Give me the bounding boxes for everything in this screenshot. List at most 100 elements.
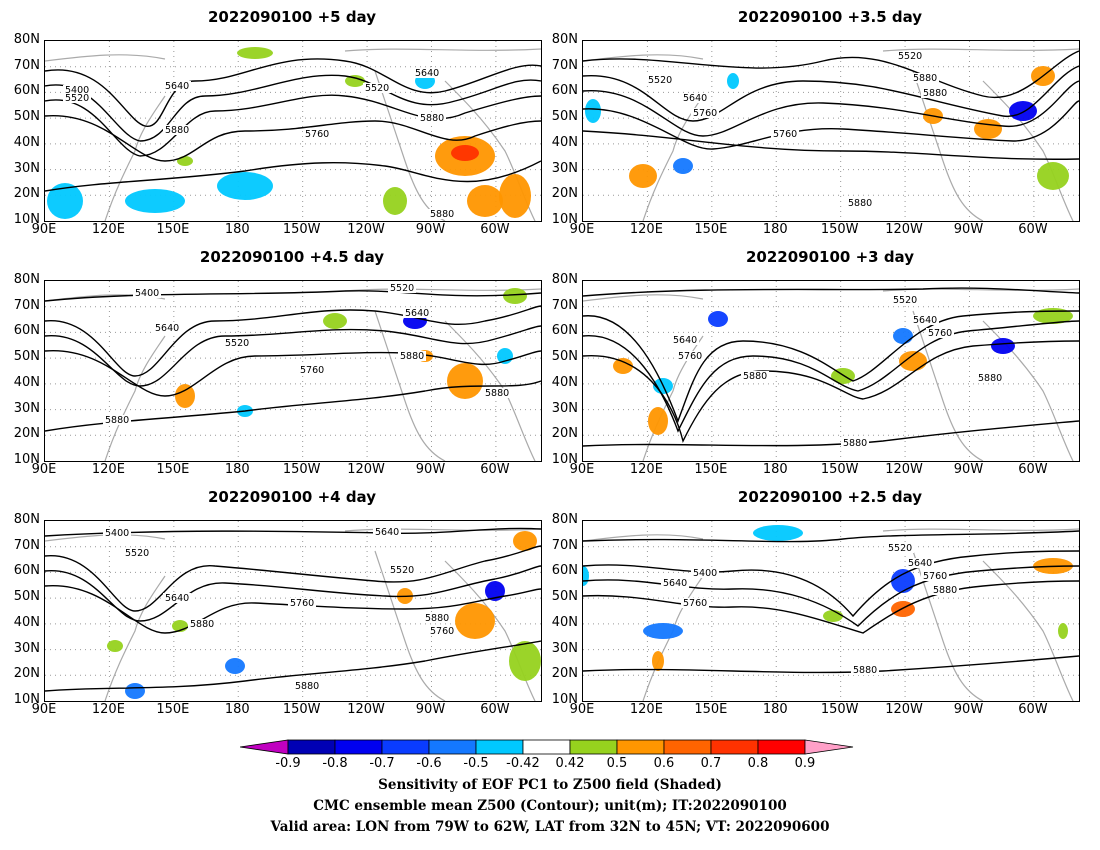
sensitivity-shading <box>225 658 245 674</box>
panel-title: 2022090100 +4 day <box>208 488 376 506</box>
y-tick-label: 20N <box>13 666 40 682</box>
sensitivity-shading <box>503 288 527 304</box>
coastline <box>45 48 541 221</box>
x-tick-label: 150W <box>282 702 321 717</box>
z500-contour <box>583 580 1079 634</box>
contour-label: 5520 <box>648 75 672 86</box>
y-tick-label: 30N <box>551 640 578 656</box>
x-tick-label: 180 <box>762 702 788 717</box>
sensitivity-shading <box>237 47 273 59</box>
y-tick-label: 50N <box>13 589 40 605</box>
x-tick-label: 150E <box>694 702 728 717</box>
colorbar-label: 0.7 <box>700 756 722 771</box>
contour-label: 5760 <box>290 598 314 609</box>
contour-label-bg <box>293 681 321 691</box>
contour-label: 5880 <box>843 438 867 449</box>
z500-contour <box>45 58 541 127</box>
z500-contour <box>45 325 541 387</box>
contour-label-bg <box>163 81 191 91</box>
contour-label: 5880 <box>485 388 509 399</box>
y-tick-label: 10N <box>551 692 578 707</box>
contour-label-bg <box>413 68 441 78</box>
sensitivity-shading <box>823 610 843 622</box>
z500-contour <box>583 550 1079 618</box>
contour-label-bg <box>163 125 191 135</box>
contour-label: 5640 <box>165 593 189 604</box>
sensitivity-shading <box>1009 101 1037 121</box>
contour-label-bg <box>403 308 431 318</box>
contour-label: 5640 <box>673 335 697 346</box>
x-tick-label: 120E <box>91 462 125 477</box>
colorbar-swatch <box>334 739 383 755</box>
colorbar-label: 0.5 <box>606 756 628 771</box>
contour-label-bg <box>398 351 426 361</box>
sensitivity-shading <box>467 185 503 217</box>
contour-label-bg <box>891 295 919 305</box>
contour-label-bg <box>691 568 719 578</box>
panel-title: 2022090100 +3.5 day <box>737 8 923 26</box>
contour-label: 5880 <box>848 198 872 209</box>
y-tick-label: 20N <box>551 186 578 202</box>
sensitivity-shading <box>447 363 483 399</box>
sensitivity-shading <box>899 351 927 371</box>
contour-label-bg <box>911 73 939 83</box>
sensitivity-shading <box>451 145 479 161</box>
colorbar-label: -0.7 <box>369 756 395 771</box>
contour-label: 5760 <box>678 351 702 362</box>
x-tick-label: 90W <box>415 222 446 237</box>
x-tick-label: 90E <box>31 222 57 237</box>
x-tick-label: 180 <box>762 462 788 477</box>
z500-contour <box>583 50 1079 99</box>
contour-label-bg <box>681 598 709 608</box>
contour-label-bg <box>886 543 914 553</box>
contour-label-bg <box>846 198 874 208</box>
contour-label: 5640 <box>375 527 399 538</box>
map-svg: 5400 5640 5520 5760 5520 5640 5880 5880 5880 <box>45 281 541 461</box>
colorbar-label: 0.6 <box>653 756 675 771</box>
contour-label: 5760 <box>300 365 324 376</box>
contour-label-bg <box>423 613 451 623</box>
colorbar-swatch <box>663 739 712 755</box>
contour-label-bg <box>896 51 924 61</box>
colorbar-swatch <box>569 739 618 755</box>
contour-label-bg <box>388 565 416 575</box>
contour-label: 5760 <box>928 328 952 339</box>
y-tick-label: 40N <box>551 374 578 390</box>
z500-contour <box>45 545 541 612</box>
x-tick-label: 60W <box>480 462 510 477</box>
contour-label-bg <box>646 75 674 85</box>
contour-label-bg <box>921 571 949 581</box>
contour-label: 5880 <box>420 113 444 124</box>
caption-line-2: CMC ensemble mean Z500 (Contour); unit(m… <box>313 798 787 814</box>
contour-label-bg <box>676 351 704 361</box>
colorbar-swatch <box>710 739 759 755</box>
colorbar-label: 0.42 <box>555 756 585 771</box>
z500-contour <box>45 74 541 142</box>
z500-contour <box>583 310 1079 423</box>
colorbar-label: -0.5 <box>463 756 489 771</box>
contour-label: 5880 <box>743 371 767 382</box>
colorbar-label: -0.9 <box>275 756 301 771</box>
z500-contour <box>583 320 1079 433</box>
contour-label: 5640 <box>415 68 439 79</box>
map-plot-area: 5400 5520 5640 5760 5880 5640 5520 5760 5880 5880 <box>44 520 542 702</box>
y-tick-label: 80N <box>551 272 578 287</box>
x-tick-label: 60W <box>1018 222 1048 237</box>
z500-contour <box>45 640 541 692</box>
contour-label: 5400 <box>693 568 717 579</box>
sensitivity-shading <box>583 566 589 586</box>
y-tick-label: 40N <box>551 134 578 150</box>
contour-label-bg <box>163 593 191 603</box>
contour-label: 5640 <box>405 308 429 319</box>
x-tick-label: 150W <box>282 222 321 237</box>
y-tick-label: 50N <box>551 589 578 605</box>
y-tick-label: 40N <box>13 134 40 150</box>
colorbar-swatch <box>804 739 854 755</box>
caption-line-1: Sensitivity of EOF PC1 to Z500 field (Sh… <box>378 777 722 793</box>
contour-label: 5640 <box>663 578 687 589</box>
x-tick-label: 120W <box>347 462 385 477</box>
map-plot-area: 5640 5760 5880 5520 5640 5760 5880 5880 <box>582 280 1080 462</box>
contour-label: 5520 <box>125 548 149 559</box>
y-tick-label: 60N <box>551 563 578 579</box>
sensitivity-shading <box>107 640 123 652</box>
